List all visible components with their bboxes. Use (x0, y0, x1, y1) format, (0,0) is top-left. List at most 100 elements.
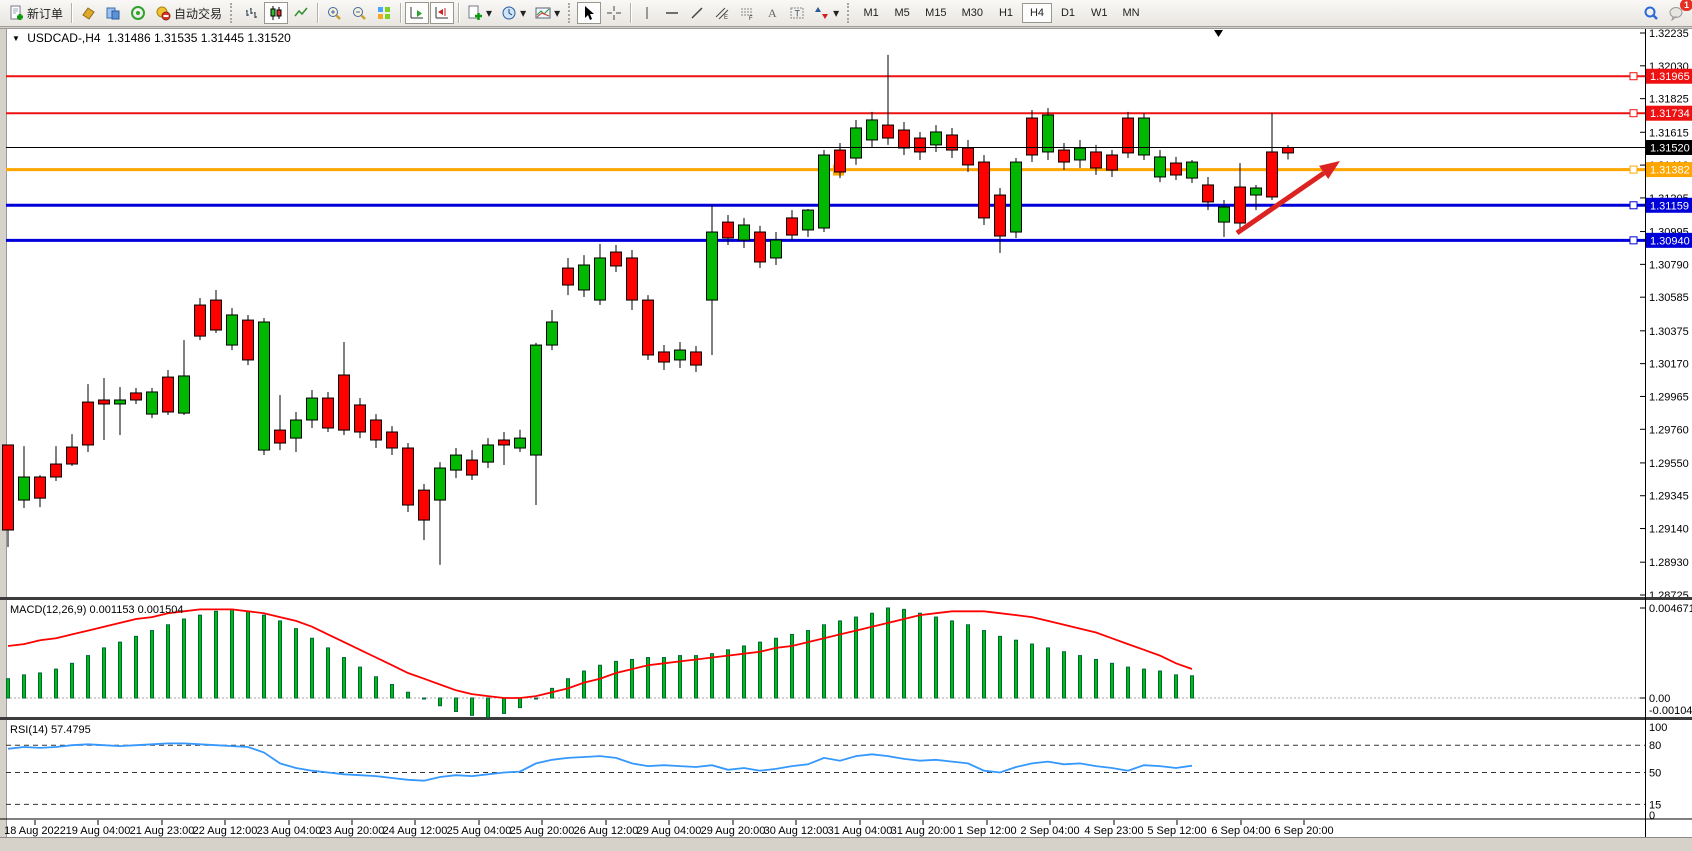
candle (386, 431, 398, 449)
new-order-button[interactable]: 新订单 (4, 2, 67, 24)
new-order-icon (8, 5, 24, 21)
auto-scroll-button[interactable] (405, 2, 430, 24)
line-chart-button[interactable] (289, 2, 313, 24)
bar-chart-button[interactable] (239, 2, 263, 24)
price-badge (1646, 232, 1692, 248)
macd-histogram-bar (902, 608, 906, 699)
trend-arrow-head[interactable] (1319, 161, 1340, 180)
macd-histogram-bar (1046, 647, 1050, 699)
tile-windows-button[interactable] (372, 2, 396, 24)
tile-windows-icon (376, 5, 392, 21)
hline-anchor[interactable] (1629, 236, 1638, 245)
timeframe-M5[interactable]: M5 (887, 3, 917, 23)
macd-histogram-bar (806, 630, 810, 699)
candle (1218, 206, 1230, 223)
macd-histogram-bar (326, 647, 330, 699)
macd-histogram-bar (1110, 662, 1114, 699)
auto-trading-button[interactable]: 自动交易 (151, 2, 226, 24)
toolbar-separator (630, 3, 632, 23)
history-center-button[interactable] (76, 2, 100, 24)
candle (258, 321, 270, 451)
trend-arrow[interactable] (1235, 170, 1326, 236)
candle (162, 376, 174, 413)
candle (1186, 161, 1198, 179)
text-button[interactable]: A (760, 2, 784, 24)
timeframe-M1[interactable]: M1 (856, 3, 886, 23)
chart-shift-button[interactable] (430, 2, 455, 24)
price-badge (1646, 68, 1692, 84)
auto-trading-icon (155, 5, 171, 21)
panel-separator-rsi[interactable] (0, 717, 1692, 720)
chart-shift-marker[interactable] (1214, 30, 1223, 37)
profiles-button[interactable] (101, 2, 125, 24)
templates-button[interactable]: ▾ (531, 2, 564, 24)
zoom-out-icon (351, 5, 367, 21)
macd-signal-line (7, 608, 1193, 699)
panel-separator-macd[interactable] (0, 597, 1692, 600)
alerts-button[interactable] (126, 2, 150, 24)
timeframe-M30[interactable]: M30 (955, 3, 990, 23)
candle (498, 439, 510, 446)
macd-histogram-bar (886, 607, 890, 699)
search-button[interactable] (1639, 2, 1663, 24)
macd-histogram-bar (518, 697, 522, 709)
timeframe-D1[interactable]: D1 (1053, 3, 1083, 23)
timeframe-H4[interactable]: H4 (1021, 3, 1052, 23)
timeframe-H1[interactable]: H1 (991, 3, 1021, 23)
zoom-out-button[interactable] (347, 2, 371, 24)
fibonacci-icon: F (739, 5, 755, 21)
time-label: 4 Sep 23:00 (1084, 825, 1143, 837)
notifications-button[interactable]: 1 (1664, 0, 1692, 24)
candle (658, 351, 670, 363)
toolbar-drag-handle[interactable] (568, 3, 573, 23)
candle (1010, 161, 1022, 233)
macd-histogram-bar (1190, 675, 1194, 699)
vertical-line-button[interactable] (635, 2, 659, 24)
time-label: 5 Sep 12:00 (1147, 825, 1206, 837)
macd-histogram-bar (502, 697, 506, 714)
periods-button[interactable]: ▾ (497, 2, 530, 24)
dropdown-caret: ▾ (486, 6, 493, 20)
timeframe-M15[interactable]: M15 (918, 3, 953, 23)
price-tick-label: 1.29965 (1649, 391, 1689, 403)
hline-anchor[interactable] (1629, 165, 1638, 174)
macd-axis-label: 0.00 (1649, 693, 1670, 705)
channel-button[interactable]: E (710, 2, 734, 24)
timeframe-W1[interactable]: W1 (1084, 3, 1115, 23)
candle (1090, 151, 1102, 169)
candle (834, 149, 846, 173)
candle (1170, 162, 1182, 176)
horizontal-line-button[interactable] (660, 2, 684, 24)
macd-histogram-bar (838, 620, 842, 699)
candlestick-chart-button[interactable] (264, 2, 289, 24)
macd-histogram-bar (166, 624, 170, 699)
hline-anchor[interactable] (1629, 109, 1638, 118)
toolbar-separator (317, 3, 319, 23)
toolbar-drag-handle[interactable] (230, 3, 235, 23)
crosshair-button[interactable] (602, 2, 626, 24)
toolbar-drag-handle[interactable] (847, 3, 852, 23)
new-chart-button[interactable]: ▾ (463, 2, 496, 24)
macd-histogram-bar (678, 655, 682, 699)
macd-axis-label: -0.001044 (1649, 705, 1692, 717)
hline-anchor[interactable] (1629, 201, 1638, 210)
candle (306, 397, 318, 421)
zoom-in-button[interactable] (322, 2, 346, 24)
candle (1138, 117, 1150, 156)
fibonacci-button[interactable]: F (735, 2, 759, 24)
cursor-button[interactable] (577, 2, 602, 24)
arrows-button[interactable]: ▾ (810, 2, 843, 24)
macd-histogram-bar (6, 678, 10, 699)
chat-bubble-icon (1668, 5, 1684, 21)
macd-histogram-bar (38, 672, 42, 699)
hline-anchor[interactable] (1629, 72, 1638, 81)
macd-histogram-bar (598, 664, 602, 699)
text-label-button[interactable]: T (785, 2, 809, 24)
trendline-button[interactable] (685, 2, 709, 24)
chart-shift-icon (434, 5, 450, 21)
price-badge (1646, 105, 1692, 121)
template-icon (535, 5, 551, 21)
timeframe-MN[interactable]: MN (1115, 3, 1146, 23)
candle (50, 463, 62, 478)
